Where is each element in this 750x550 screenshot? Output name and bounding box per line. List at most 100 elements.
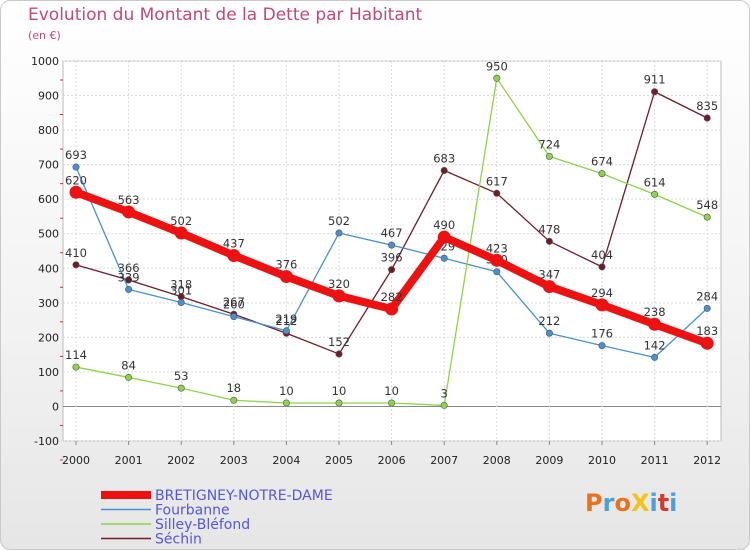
data-label: 490	[433, 218, 455, 232]
data-point	[230, 313, 238, 321]
data-point	[651, 353, 659, 361]
data-label: 724	[538, 137, 560, 151]
legend-label: Séchin	[155, 532, 202, 548]
brand-letter: i	[649, 489, 658, 517]
data-point	[595, 298, 609, 312]
brand-letter: i	[669, 489, 678, 517]
brand-letter: t	[657, 489, 670, 517]
data-label: 835	[696, 99, 718, 113]
brand-logo: ProXiti	[585, 489, 677, 517]
data-label: 478	[538, 222, 560, 236]
data-label: 396	[381, 251, 403, 265]
data-point	[335, 350, 343, 358]
data-point	[279, 270, 293, 284]
brand-letter: r	[602, 489, 615, 517]
data-label: 10	[332, 384, 347, 398]
data-point	[125, 276, 133, 284]
data-label: 212	[538, 314, 560, 328]
data-point	[335, 399, 343, 407]
data-point	[282, 327, 290, 335]
data-label: 339	[118, 270, 140, 284]
chart-subtitle: (en €)	[28, 29, 61, 42]
x-tick-label: 2008	[483, 454, 511, 467]
data-label: 320	[328, 277, 350, 291]
x-tick-label: 2012	[693, 454, 721, 467]
data-label: 10	[384, 384, 399, 398]
data-label: 683	[433, 152, 455, 166]
data-point	[545, 237, 553, 245]
data-point	[388, 399, 396, 407]
x-tick-label: 2002	[167, 454, 195, 467]
data-label: 911	[644, 73, 666, 87]
x-tick-label: 2004	[272, 454, 300, 467]
data-point	[545, 152, 553, 160]
data-label: 267	[223, 295, 245, 309]
data-point	[72, 261, 80, 269]
data-label: 53	[174, 369, 189, 383]
data-label: 614	[644, 175, 666, 189]
data-label: 502	[328, 214, 350, 228]
data-point	[437, 230, 451, 244]
y-tick-label: 1000	[31, 55, 59, 68]
brand-letter: o	[614, 489, 631, 517]
data-point	[648, 317, 662, 331]
legend-label: Silley-Bléfond	[155, 517, 250, 533]
legend-label: Fourbanne	[155, 503, 230, 519]
data-label: 212	[275, 314, 297, 328]
data-point	[388, 241, 396, 249]
data-label: 294	[591, 286, 613, 300]
y-tick-label: 900	[38, 90, 59, 103]
data-point	[598, 342, 606, 350]
brand-letter: P	[585, 489, 603, 517]
x-tick-label: 2009	[535, 454, 563, 467]
y-tick-label: 0	[52, 400, 59, 413]
y-tick-label: 600	[38, 193, 59, 206]
data-point	[177, 298, 185, 306]
data-point	[440, 167, 448, 175]
data-label: 10	[279, 384, 294, 398]
data-label: 502	[170, 214, 192, 228]
data-label: 260	[223, 298, 245, 312]
data-point	[598, 263, 606, 271]
x-tick-label: 2010	[588, 454, 616, 467]
y-tick-label: -100	[34, 435, 59, 448]
data-point	[227, 248, 241, 262]
data-point	[703, 304, 711, 312]
data-label: 318	[170, 278, 192, 292]
y-tick-label: 800	[38, 124, 59, 137]
data-point	[490, 253, 504, 267]
data-point	[440, 401, 448, 409]
x-tick-label: 2011	[641, 454, 669, 467]
data-label: 176	[591, 327, 613, 341]
y-tick-label: 400	[38, 262, 59, 275]
data-point	[122, 205, 136, 219]
data-point	[230, 396, 238, 404]
chart-title: Evolution du Montant de la Dette par Hab…	[28, 5, 423, 25]
y-tick-label: 700	[38, 159, 59, 172]
data-point	[69, 185, 83, 199]
data-point	[545, 329, 553, 337]
data-label: 284	[696, 289, 718, 303]
data-point	[282, 399, 290, 407]
data-point	[388, 266, 396, 274]
data-label: 3	[441, 386, 448, 400]
data-point	[542, 280, 556, 294]
data-label: 114	[65, 348, 87, 362]
data-label: 563	[118, 193, 140, 207]
data-label: 376	[275, 258, 297, 272]
data-point	[598, 170, 606, 178]
data-label: 347	[538, 268, 560, 282]
x-tick-label: 2005	[325, 454, 353, 467]
y-tick-label: 300	[38, 297, 59, 310]
data-point	[177, 384, 185, 392]
data-point	[385, 302, 399, 316]
brand-letter: X	[630, 489, 650, 517]
y-tick-label: 500	[38, 228, 59, 241]
data-label: 183	[696, 324, 718, 338]
data-point	[493, 189, 501, 197]
data-label: 301	[170, 283, 192, 297]
data-label: 467	[381, 226, 403, 240]
x-tick-label: 2003	[220, 454, 248, 467]
